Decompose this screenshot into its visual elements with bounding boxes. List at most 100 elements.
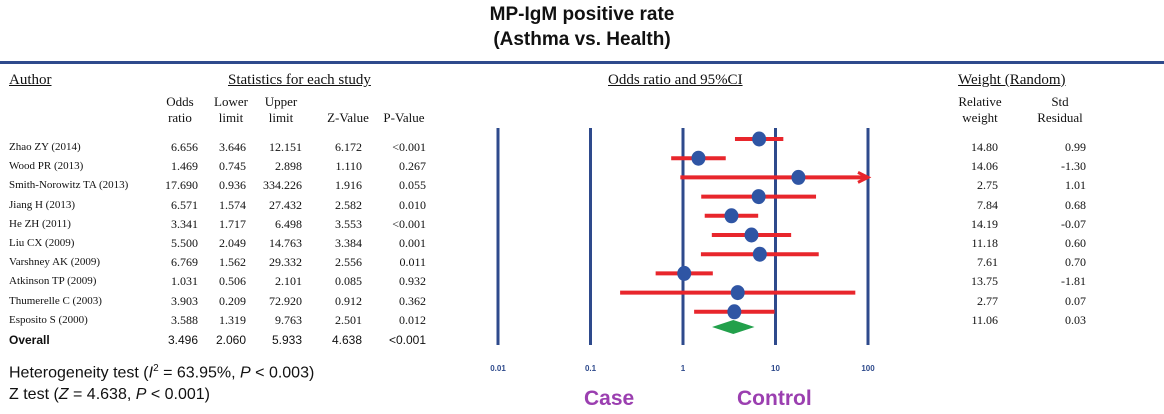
std-residual-cell: 0.03 [1065, 312, 1086, 327]
relative-weight-column-header: Relative weight [958, 94, 1002, 125]
x-tick-label: 0.1 [585, 364, 597, 373]
upper-limit-cell: 27.432 [269, 197, 302, 212]
p-value-cell: 0.055 [399, 178, 426, 193]
header-divider [0, 61, 1164, 64]
weight-header: Weight (Random) [958, 72, 1066, 88]
upper-limit-cell: 6.498 [275, 216, 302, 231]
relative-weight-cell: 11.06 [971, 312, 998, 327]
chart-title-line2: (Asthma vs. Health) [493, 29, 671, 50]
x-tick-label: 0.01 [490, 364, 506, 373]
upper-limit-cell: 14.763 [269, 236, 302, 250]
author-cell: He ZH (2011) [9, 217, 71, 230]
odds-ratio-cell: 3.588 [171, 312, 198, 327]
p-value-cell: 0.012 [399, 312, 426, 327]
odds-ratio-cell: 17.690 [165, 178, 198, 193]
lower-limit-cell: 0.745 [219, 159, 246, 174]
point-estimate [724, 208, 739, 224]
p-value-cell: 0.011 [399, 255, 426, 270]
z-value-cell: 6.172 [335, 140, 362, 154]
overall-odds-ratio: 3.496 [167, 333, 198, 347]
point-estimate [751, 189, 766, 205]
relative-weight-cell: 14.80 [971, 140, 998, 154]
upper-limit-cell: 334.226 [263, 178, 302, 193]
overall-upper-limit: 5.933 [271, 333, 302, 347]
upper-limit-cell: 2.898 [275, 159, 302, 174]
odds-ratio-cell: 6.769 [171, 255, 198, 270]
z-value-cell: 2.582 [335, 197, 362, 212]
p-value-cell: 0.010 [399, 197, 426, 212]
std-residual-cell: -0.07 [1061, 216, 1086, 231]
author-cell: Liu CX (2009) [9, 237, 75, 249]
author-cell: Varshney AK (2009) [9, 256, 101, 269]
lower-limit-cell: 1.562 [219, 255, 246, 270]
x-tick-label: 10 [771, 364, 780, 373]
z-value-cell: 3.384 [335, 236, 362, 250]
point-estimate [677, 265, 692, 281]
relative-weight-cell: 7.61 [977, 255, 998, 270]
point-estimate [752, 131, 767, 147]
upper-limit-cell: 29.332 [269, 255, 302, 270]
lower-limit-cell: 0.506 [219, 274, 246, 289]
std-residual-column-header: Std Residual [1037, 94, 1083, 125]
p-value-cell: 0.362 [399, 293, 426, 308]
x-tick-label: 1 [681, 364, 686, 373]
odds-ratio-cell: 6.656 [171, 140, 198, 154]
upper-limit-cell: 72.920 [269, 293, 302, 308]
std-residual-cell: 0.07 [1065, 293, 1086, 308]
author-cell: Atkinson TP (2009) [9, 275, 97, 288]
control-label: Control [737, 387, 812, 410]
std-residual-cell: 0.68 [1065, 197, 1086, 212]
point-estimate [791, 169, 806, 185]
overall-lower-limit: 2.060 [215, 333, 246, 347]
odds-ratio-cell: 3.903 [171, 293, 198, 308]
z-value-cell: 0.912 [335, 293, 362, 308]
p-value-cell: 0.267 [399, 159, 426, 174]
author-cell: Thumerelle C (2003) [9, 294, 102, 307]
std-residual-cell: 0.70 [1065, 255, 1086, 270]
odds-ratio-column-header: Odds ratio [166, 94, 194, 125]
point-estimate [744, 227, 759, 243]
author-cell: Zhao ZY (2014) [9, 141, 81, 153]
or-ci-header: Odds ratio and 95%CI [608, 72, 743, 88]
odds-ratio-cell: 6.571 [171, 197, 198, 212]
relative-weight-cell: 2.77 [977, 293, 998, 308]
author-cell: Smith-Norowitz TA (2013) [9, 179, 129, 192]
z-value-cell: 1.916 [335, 178, 362, 193]
std-residual-cell: -1.30 [1061, 159, 1086, 174]
lower-limit-cell: 1.717 [219, 216, 246, 231]
relative-weight-cell: 14.19 [971, 216, 998, 231]
z-value-column-header: Z-Value [327, 110, 369, 125]
std-residual-cell: -1.81 [1061, 274, 1086, 289]
std-residual-cell: 1.01 [1065, 178, 1086, 193]
point-estimate [691, 150, 706, 166]
p-value-cell: 0.932 [399, 274, 426, 289]
relative-weight-cell: 14.06 [971, 159, 998, 174]
p-value-column-header: P-Value [383, 110, 425, 125]
upper-limit-column-header: Upper limit [264, 94, 298, 125]
std-residual-cell: 0.99 [1065, 140, 1086, 154]
upper-limit-cell: 9.763 [275, 312, 302, 327]
z-value-cell: 1.110 [335, 159, 362, 174]
odds-ratio-cell: 1.031 [171, 274, 198, 289]
z-value-cell: 0.085 [335, 274, 362, 289]
odds-ratio-cell: 5.500 [171, 236, 198, 250]
lower-limit-cell: 1.574 [219, 197, 246, 212]
p-value-cell: <0.001 [392, 216, 426, 231]
z-value-cell: 2.501 [335, 312, 362, 327]
upper-limit-cell: 12.151 [269, 140, 302, 154]
z-test: Z test (Z = 4.638, P < 0.001) [9, 386, 211, 403]
point-estimate [752, 246, 767, 262]
overall-diamond [712, 320, 755, 334]
stats-header: Statistics for each study [228, 72, 371, 88]
lower-limit-cell: 3.646 [219, 140, 246, 154]
relative-weight-cell: 2.75 [977, 178, 998, 193]
lower-limit-cell: 1.319 [219, 312, 246, 327]
lower-limit-cell: 2.049 [219, 236, 246, 250]
z-value-cell: 2.556 [335, 255, 362, 270]
relative-weight-cell: 13.75 [971, 274, 998, 289]
std-residual-cell: 0.60 [1065, 236, 1086, 250]
p-value-cell: <0.001 [392, 140, 426, 154]
heterogeneity-test: Heterogeneity test (I2 = 63.95%, P < 0.0… [9, 363, 315, 382]
upper-limit-cell: 2.101 [275, 274, 302, 289]
